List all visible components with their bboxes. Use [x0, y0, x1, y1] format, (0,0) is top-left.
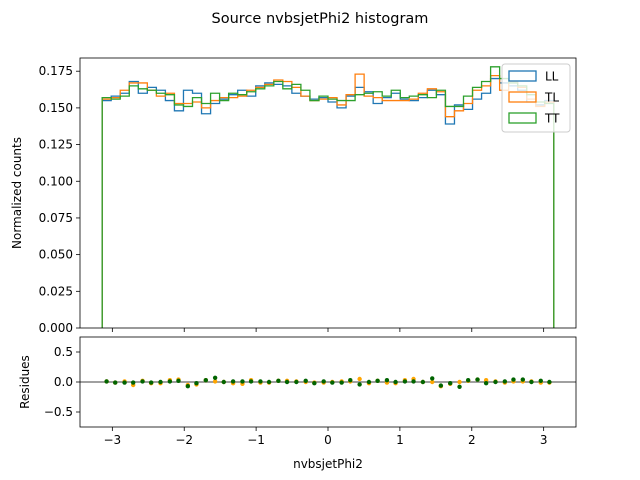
- residue-point: [375, 378, 380, 383]
- residue-point: [276, 378, 281, 383]
- residue-point: [104, 379, 109, 384]
- histogram-series-TT: [101, 66, 555, 328]
- residue-point: [185, 384, 191, 389]
- residue-point: [393, 379, 398, 385]
- residue-point: [475, 377, 480, 382]
- x-tick-label: 3: [540, 433, 548, 447]
- residue-point: [240, 379, 245, 384]
- legend-label-TL: TL: [544, 91, 559, 105]
- residue-point: [266, 379, 272, 385]
- residue-point: [547, 379, 552, 385]
- x-tick-label: −1: [247, 433, 265, 447]
- x-tick-label: 1: [396, 433, 404, 447]
- residue-point: [457, 384, 462, 389]
- main-axes-frame: [79, 57, 577, 329]
- main-y-tick-label: 0.000: [39, 321, 73, 335]
- main-y-tick-label: 0.125: [39, 138, 73, 152]
- figure-title: Source nvbsjetPhi2 histogram: [212, 11, 429, 27]
- legend-label-LL: LL: [545, 70, 559, 84]
- residue-point: [230, 379, 236, 384]
- residue-point: [248, 379, 254, 384]
- main-x-ticks: [111, 328, 545, 332]
- legend-label-TT: TT: [544, 112, 560, 126]
- residues-y-tick-label: 0.5: [54, 345, 73, 359]
- residue-point: [258, 379, 263, 384]
- residue-point: [321, 379, 326, 384]
- x-tick-label: 0: [324, 433, 332, 447]
- main-y-ticks: 0.000 0.025 0.050 0.075 0.100 0.125 0.150 0.175: [39, 64, 80, 335]
- x-tick-label: −2: [175, 433, 193, 447]
- residues-points: [104, 375, 552, 389]
- residues-y-tick-label: −0.5: [44, 405, 73, 419]
- residue-point: [284, 379, 290, 385]
- main-y-tick-label: 0.175: [39, 64, 73, 78]
- residue-point: [122, 380, 127, 385]
- main-y-tick-label: 0.150: [39, 101, 73, 115]
- residue-point: [330, 380, 335, 385]
- residue-point: [483, 381, 489, 386]
- residues-y-axis-label: Residues: [18, 355, 32, 409]
- residue-point: [303, 378, 308, 383]
- residue-point: [176, 378, 181, 383]
- legend-swatch-LL: [508, 70, 537, 82]
- residue-point: [158, 379, 163, 385]
- residue-point: [167, 379, 173, 384]
- main-y-tick-label: 0.075: [39, 211, 73, 225]
- x-tick-label: −3: [103, 433, 121, 447]
- residue-point: [221, 379, 226, 385]
- main-y-tick-label: 0.100: [39, 174, 73, 188]
- main-y-tick-label: 0.025: [39, 284, 73, 298]
- residues-y-ticks: −0.5 0.0 0.5: [44, 345, 80, 419]
- residue-point: [148, 380, 154, 385]
- x-tick-label: 2: [468, 433, 476, 447]
- residue-point: [457, 379, 462, 385]
- residue-point: [203, 378, 208, 383]
- residue-point: [384, 378, 390, 383]
- residue-point: [357, 376, 362, 382]
- residue-point: [438, 383, 444, 388]
- histogram-series-TL: [101, 73, 555, 328]
- residues-axes-frame: [79, 336, 577, 428]
- residue-point: [194, 381, 199, 386]
- main-histogram-panel: 0.000 0.025 0.050 0.075 0.100 0.125 0.150 0.175…: [10, 57, 577, 335]
- residue-point: [520, 377, 526, 382]
- residues-x-ticks: −3 −2 −1 0 1 2 3: [103, 427, 547, 447]
- residue-point: [430, 376, 435, 381]
- residues-panel: −0.5 0.0 0.5 −3 −2 −1 0 1 2 3 Residues nvbsjetPh…: [18, 336, 577, 471]
- residue-point: [493, 379, 498, 385]
- residue-point: [529, 379, 534, 385]
- residue-point: [511, 377, 516, 382]
- residue-point: [294, 379, 299, 385]
- residue-point: [430, 379, 435, 385]
- legend: LL TL TT: [501, 63, 571, 133]
- residue-point: [465, 378, 471, 383]
- residues-y-tick-label: 0.0: [54, 375, 73, 389]
- residue-point: [538, 378, 543, 383]
- histogram-series-LL: [101, 77, 555, 328]
- main-y-tick-label: 0.050: [39, 248, 73, 262]
- residue-point: [402, 379, 408, 384]
- legend-swatch-TT: [508, 112, 537, 124]
- legend-swatch-TL: [508, 91, 537, 103]
- residue-point: [140, 379, 145, 384]
- residue-point: [312, 381, 317, 386]
- x-axis-label: nvbsjetPhi2: [293, 457, 363, 471]
- residue-point: [339, 380, 344, 385]
- residue-point: [212, 379, 218, 384]
- residue-point: [448, 381, 453, 386]
- residue-point: [420, 379, 426, 385]
- main-y-axis-label: Normalized counts: [10, 137, 24, 249]
- residue-point: [366, 379, 372, 385]
- residue-point: [212, 375, 218, 380]
- histogram-series-group: [101, 66, 555, 328]
- residue-point: [348, 378, 353, 383]
- residue-point: [357, 382, 362, 387]
- residue-point: [113, 380, 118, 385]
- residue-point: [502, 379, 508, 384]
- residue-point: [411, 379, 416, 384]
- residue-point: [130, 380, 136, 385]
